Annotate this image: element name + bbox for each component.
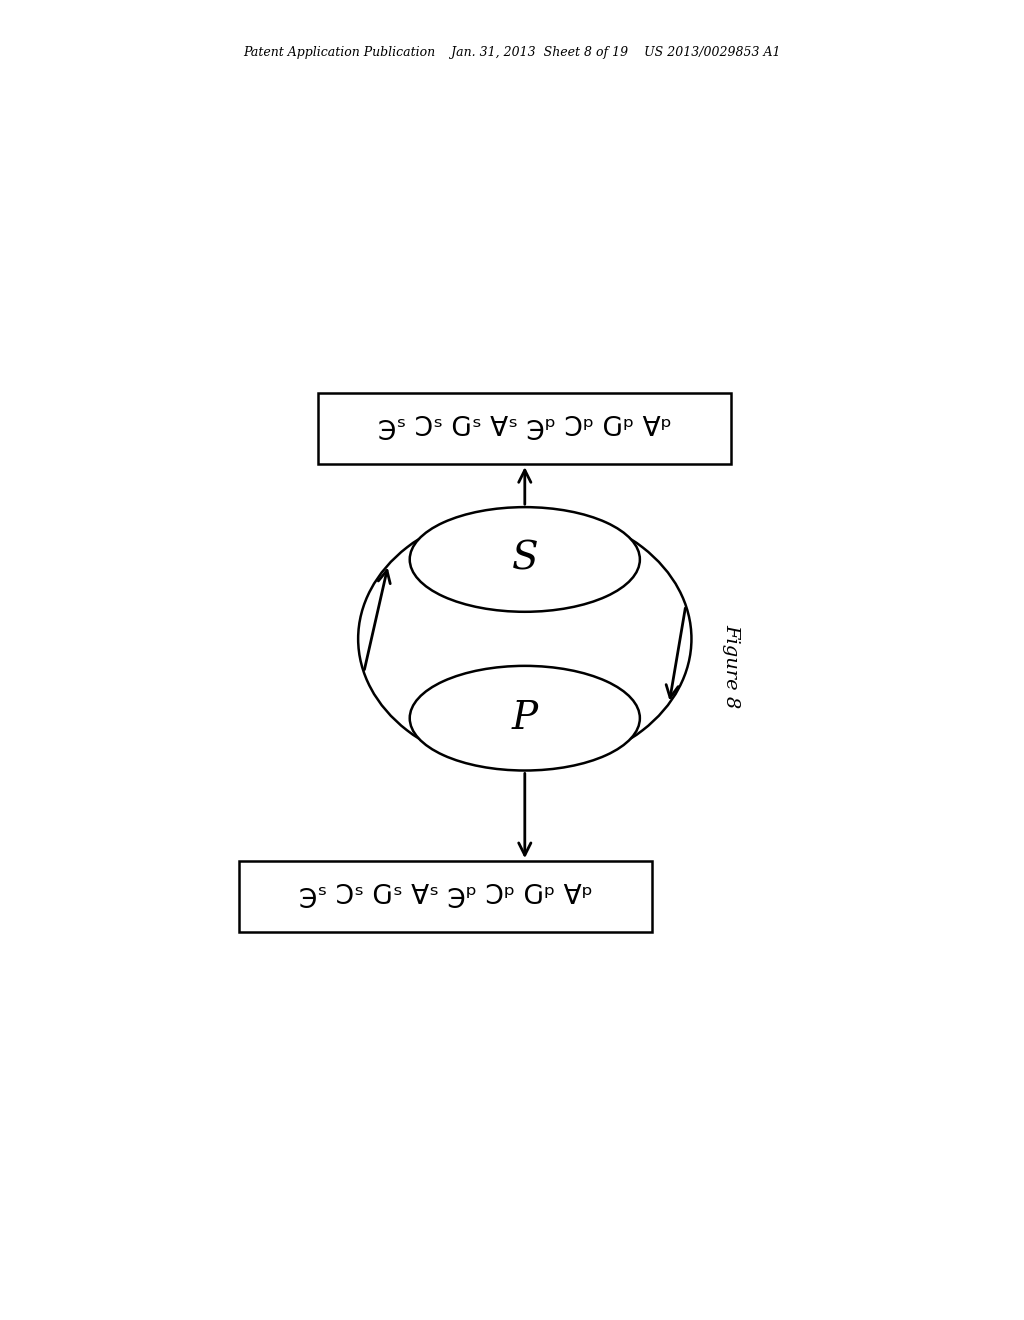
Ellipse shape: [410, 665, 640, 771]
Text: S: S: [511, 541, 539, 578]
Text: ℈ˢ Ɔˢ Ԍˢ Ɐˢ ℈ᵖ Ɔᵖ Ԍᵖ Ɐᵖ: ℈ˢ Ɔˢ Ԍˢ Ɐˢ ℈ᵖ Ɔᵖ Ԍᵖ Ɐᵖ: [378, 416, 672, 441]
Bar: [318, 393, 731, 465]
Text: P: P: [512, 700, 538, 737]
Bar: [240, 861, 652, 932]
Text: ℈ˢ Ɔˢ Ԍˢ Ɐˢ ℈ᵖ Ɔᵖ Ԍᵖ Ɐᵖ: ℈ˢ Ɔˢ Ԍˢ Ɐˢ ℈ᵖ Ɔᵖ Ԍᵖ Ɐᵖ: [299, 884, 592, 909]
Ellipse shape: [410, 507, 640, 611]
Text: Patent Application Publication    Jan. 31, 2013  Sheet 8 of 19    US 2013/002985: Patent Application Publication Jan. 31, …: [244, 46, 780, 59]
Text: Figure 8: Figure 8: [722, 624, 740, 709]
